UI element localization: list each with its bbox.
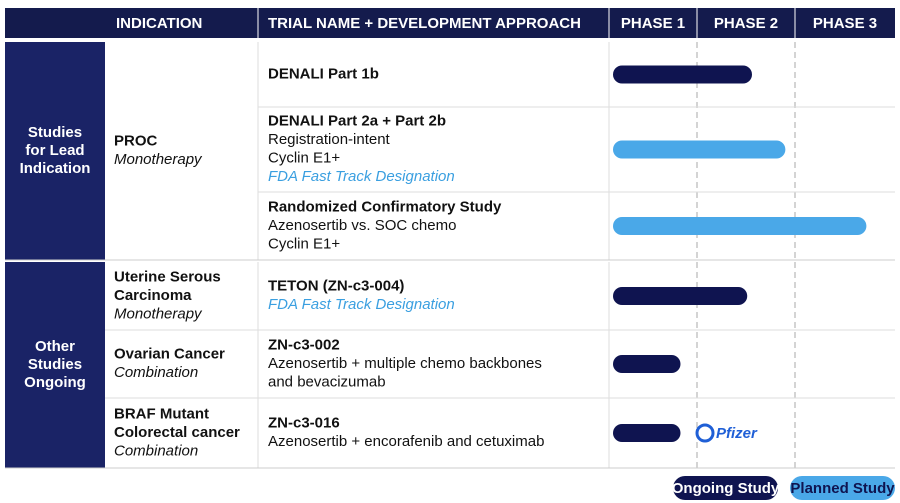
group-label: Ongoing xyxy=(24,374,86,391)
trial-text: TETON (ZN-c3-004) xyxy=(268,278,404,295)
indication-text: Carcinoma xyxy=(114,287,192,304)
legend-swatch xyxy=(673,476,778,500)
group-cell xyxy=(5,42,105,260)
trial-text: ZN-c3-016 xyxy=(268,415,340,432)
indication-text: Combination xyxy=(114,442,198,459)
group-label: Other xyxy=(35,338,75,355)
partner-logo: Pfizer xyxy=(716,425,758,442)
legend-label: Ongoing Study xyxy=(672,480,780,497)
trial-text: DENALI Part 1b xyxy=(268,65,379,82)
trial-text: DENALI Part 2a + Part 2b xyxy=(268,113,446,130)
indication-text: PROC xyxy=(114,133,158,150)
indication-text: Monotherapy xyxy=(114,305,203,322)
legend-label: Planned Study xyxy=(790,480,895,497)
progress-bar xyxy=(613,140,786,159)
progress-bar xyxy=(613,287,748,305)
group-label: for Lead xyxy=(25,142,84,159)
group-label: Studies xyxy=(28,124,82,141)
trial-text: FDA Fast Track Designation xyxy=(268,168,455,185)
column-header: INDICATION xyxy=(116,15,202,32)
partner-icon xyxy=(695,423,715,443)
group-label: Studies xyxy=(28,356,82,373)
indication-text: Uterine Serous xyxy=(114,268,221,285)
indication-text: BRAF Mutant xyxy=(114,405,209,422)
group-cell xyxy=(5,262,105,468)
trial-text: FDA Fast Track Designation xyxy=(268,296,455,313)
indication-text: Colorectal cancer xyxy=(114,424,240,441)
header-bar xyxy=(5,8,895,38)
column-header: PHASE 3 xyxy=(813,15,877,32)
column-header: TRIAL NAME + DEVELOPMENT APPROACH xyxy=(268,15,581,32)
progress-bar xyxy=(613,65,752,84)
indication-text: Combination xyxy=(114,364,198,381)
trial-text: and bevacizumab xyxy=(268,373,386,390)
trial-text: Azenosertib + encorafenib and cetuximab xyxy=(268,433,544,450)
group-label: Indication xyxy=(20,160,91,177)
progress-bar xyxy=(613,355,681,373)
trial-text: Azenosertib + multiple chemo backbones xyxy=(268,355,542,372)
trial-text: Azenosertib vs. SOC chemo xyxy=(268,217,456,234)
trial-text: Randomized Confirmatory Study xyxy=(268,198,502,215)
legend-swatch xyxy=(790,476,895,500)
trial-text: Cyclin E1+ xyxy=(268,235,340,252)
trial-text: Cyclin E1+ xyxy=(268,150,340,167)
indication-text: Monotherapy xyxy=(114,151,203,168)
indication-text: Ovarian Cancer xyxy=(114,346,225,363)
progress-bar xyxy=(613,424,681,442)
trial-text: ZN-c3-002 xyxy=(268,336,340,353)
trial-text: Registration-intent xyxy=(268,131,391,148)
column-header: PHASE 1 xyxy=(621,15,685,32)
progress-bar xyxy=(613,217,867,235)
column-header: PHASE 2 xyxy=(714,15,778,32)
